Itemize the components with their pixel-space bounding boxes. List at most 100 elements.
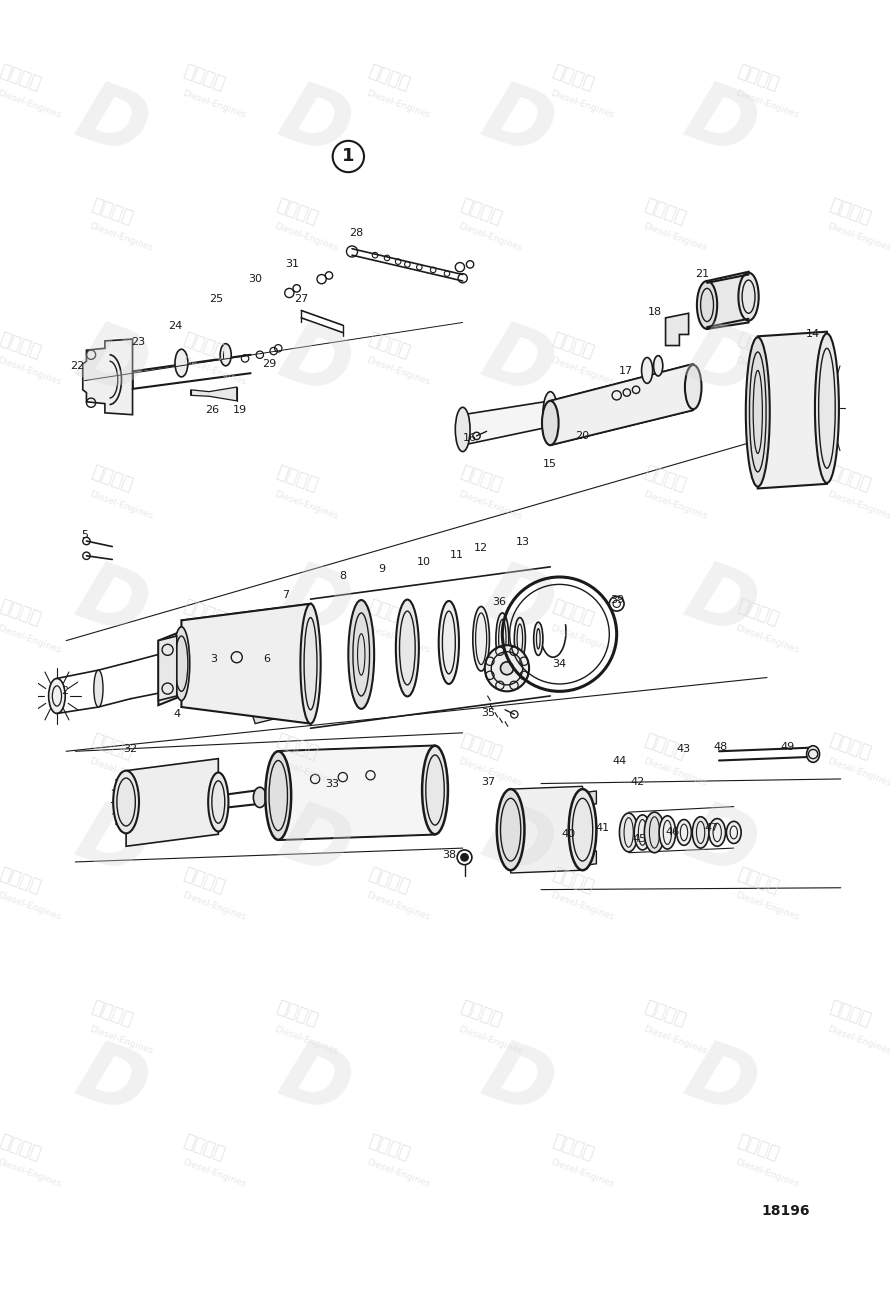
Ellipse shape [534, 622, 543, 656]
Text: Diesel-Engines: Diesel-Engines [365, 355, 431, 388]
Polygon shape [504, 796, 518, 810]
Text: Diesel-Engines: Diesel-Engines [826, 222, 890, 253]
Text: 紫发动力: 紫发动力 [734, 864, 781, 897]
Text: 7: 7 [282, 590, 289, 600]
Text: 紫发动力: 紫发动力 [273, 464, 320, 495]
Text: 紫发动力: 紫发动力 [550, 62, 596, 93]
Ellipse shape [644, 813, 665, 853]
Polygon shape [158, 604, 311, 723]
Polygon shape [707, 272, 748, 329]
Text: 紫发动力: 紫发动力 [89, 196, 135, 228]
Text: Diesel-Engines: Diesel-Engines [642, 757, 708, 788]
Ellipse shape [485, 645, 529, 691]
Text: 紫发动力: 紫发动力 [734, 329, 781, 362]
Text: D: D [472, 74, 564, 174]
Polygon shape [83, 340, 133, 415]
Text: 紫发动力: 紫发动力 [89, 464, 135, 495]
Text: D: D [675, 314, 767, 413]
Text: Diesel-Engines: Diesel-Engines [273, 1024, 339, 1056]
Text: 49: 49 [781, 741, 795, 752]
Text: 3: 3 [210, 654, 217, 664]
Text: 紫发动力: 紫发动力 [89, 731, 135, 762]
Text: 紫发动力: 紫发动力 [182, 1131, 228, 1164]
Ellipse shape [301, 604, 320, 723]
Ellipse shape [676, 819, 692, 845]
Text: 紫发动力: 紫发动力 [457, 196, 505, 228]
Text: Diesel-Engines: Diesel-Engines [457, 757, 523, 788]
Text: 紫发动力: 紫发动力 [0, 1131, 44, 1164]
Text: 紫发动力: 紫发动力 [550, 864, 596, 897]
Polygon shape [583, 791, 596, 806]
Text: 紫发动力: 紫发动力 [182, 329, 228, 362]
Text: 紫发动力: 紫发动力 [182, 864, 228, 897]
Text: D: D [675, 74, 767, 174]
Text: D: D [675, 553, 767, 653]
Text: 紫发动力: 紫发动力 [366, 62, 412, 93]
Text: D: D [66, 74, 158, 174]
Text: 1: 1 [342, 148, 354, 166]
Text: 24: 24 [168, 321, 182, 332]
Polygon shape [511, 787, 583, 874]
Text: 26: 26 [205, 406, 219, 415]
Text: 紫发动力: 紫发动力 [643, 196, 689, 228]
Text: 5: 5 [81, 530, 88, 539]
Text: 29: 29 [262, 359, 276, 369]
Text: Diesel-Engines: Diesel-Engines [457, 490, 523, 521]
Text: D: D [66, 1033, 158, 1133]
Text: 紫发动力: 紫发动力 [273, 731, 320, 762]
Text: Diesel-Engines: Diesel-Engines [88, 757, 155, 788]
Ellipse shape [806, 745, 820, 762]
Text: 15: 15 [543, 459, 557, 469]
Ellipse shape [500, 662, 514, 675]
Text: Diesel-Engines: Diesel-Engines [826, 757, 890, 788]
Text: 20: 20 [576, 430, 589, 441]
Text: 23: 23 [131, 337, 145, 347]
Text: 48: 48 [714, 741, 728, 752]
Text: 27: 27 [295, 294, 309, 305]
Text: Diesel-Engines: Diesel-Engines [88, 222, 155, 253]
Text: 47: 47 [705, 823, 719, 833]
Ellipse shape [685, 365, 701, 410]
Text: Diesel-Engines: Diesel-Engines [181, 623, 247, 654]
Ellipse shape [653, 355, 663, 376]
Text: Diesel-Engines: Diesel-Engines [826, 1024, 890, 1056]
Text: 38: 38 [441, 850, 456, 859]
Text: 紫发动力: 紫发动力 [734, 1131, 781, 1164]
Polygon shape [666, 314, 689, 346]
Text: 22: 22 [70, 360, 85, 371]
Text: 16: 16 [463, 433, 477, 443]
Text: Diesel-Engines: Diesel-Engines [457, 222, 523, 253]
Text: 紫发动力: 紫发动力 [273, 998, 320, 1030]
Text: D: D [269, 74, 361, 174]
Text: 紫发动力: 紫发动力 [89, 998, 135, 1030]
Ellipse shape [569, 789, 596, 870]
Text: 紫发动力: 紫发动力 [550, 1131, 596, 1164]
Text: D: D [472, 793, 564, 893]
Ellipse shape [220, 343, 231, 365]
Ellipse shape [113, 771, 139, 833]
Polygon shape [463, 400, 550, 445]
Polygon shape [583, 851, 596, 866]
Text: 17: 17 [619, 367, 633, 376]
Text: Diesel-Engines: Diesel-Engines [273, 757, 339, 788]
Text: 31: 31 [285, 259, 299, 270]
Text: 紫发动力: 紫发动力 [366, 864, 412, 897]
Ellipse shape [815, 333, 839, 483]
Text: 45: 45 [633, 833, 647, 844]
Text: Diesel-Engines: Diesel-Engines [642, 1024, 708, 1056]
Text: D: D [472, 1033, 564, 1133]
Ellipse shape [422, 745, 448, 835]
Text: Diesel-Engines: Diesel-Engines [181, 88, 247, 119]
Ellipse shape [619, 813, 638, 851]
Ellipse shape [496, 613, 509, 665]
Text: Diesel-Engines: Diesel-Engines [734, 88, 800, 119]
Text: 36: 36 [492, 597, 506, 607]
Text: 11: 11 [450, 550, 465, 560]
Text: 42: 42 [631, 776, 645, 787]
Text: 紫发动力: 紫发动力 [366, 1131, 412, 1164]
Text: Diesel-Engines: Diesel-Engines [0, 623, 62, 654]
Polygon shape [550, 364, 693, 445]
Text: Diesel-Engines: Diesel-Engines [273, 490, 339, 521]
Text: Diesel-Engines: Diesel-Engines [181, 1157, 247, 1190]
Text: D: D [269, 793, 361, 893]
